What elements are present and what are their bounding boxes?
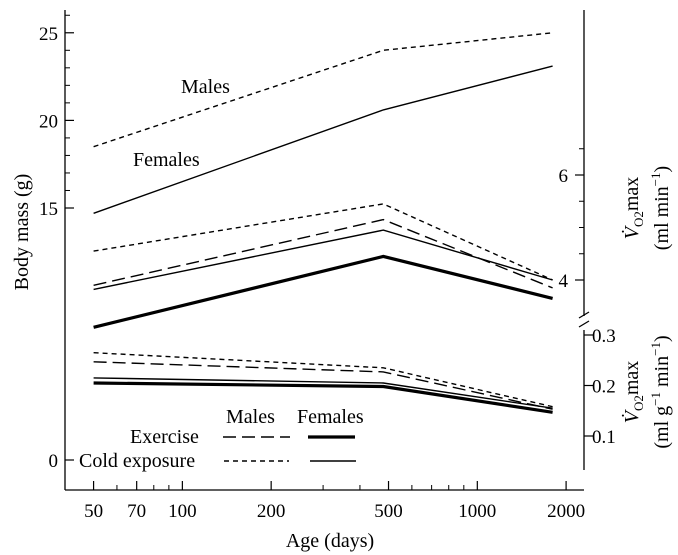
y-right-lower-title-v: V̇ [620,408,643,423]
series-body-mass-males-cold-exposure [93,32,553,148]
x-tick-label-1000: 1000 [458,501,496,522]
y-right-upper-units-sup: −1 [648,172,663,186]
series-vo2max-whole-females-exercise [93,254,553,329]
y-right-lower-units-sup: −1 [648,392,663,406]
y-left-tick-label-0: 0 [49,451,59,472]
y-left-tick-label-15: 15 [39,199,58,220]
annotation-males: Males [181,76,230,98]
y-right-lower-title-max: max [621,361,643,395]
y-left-axis-title: Body mass (g) [11,174,33,291]
y-right-lower-tick-label-0.1: 0.1 [592,427,616,448]
y-left-tick-label-20: 20 [39,111,58,132]
series-vo2max-whole-males-exercise [93,218,553,289]
x-tick-label-70: 70 [127,501,146,522]
y-right-lower-tick-label-0.2: 0.2 [592,377,616,398]
legend: Males Females Exercise Cold exposure [79,406,364,472]
x-tick-label-200: 200 [257,501,286,522]
y-right-lower-tick-label-0.3: 0.3 [592,326,616,347]
x-tick-label-50: 50 [84,501,103,522]
x-tick-label-2000: 2000 [547,501,585,522]
y-right-lower-units: (ml g−1 min−1) [648,335,673,448]
y-right-upper-units-close: ) [651,166,673,173]
x-tick-label-500: 500 [374,501,403,522]
x-axis-title: Age (days) [286,530,374,552]
series-vo2max-whole-females-cold-exposure [93,229,553,291]
y-right-lower-units-main: (ml g [651,406,673,449]
y-right-axis: 4 6 0.1 0.2 0.3 [559,148,616,448]
y-right-upper-title-v: V̇ [620,224,643,239]
legend-header-males: Males [226,406,275,428]
y-right-upper-title-max: max [621,177,643,211]
series-body-mass-females-cold-exposure [93,65,553,214]
right-axis-break-mark-1 [578,311,590,319]
series-vo2max-mass-males-cold-exposure [93,352,553,408]
legend-label-cold-exposure: Cold exposure [79,450,195,472]
series-vo2max-mass-females-exercise [93,381,553,414]
y-right-lower-units-close: ) [651,335,673,342]
x-tick-label-100: 100 [168,501,197,522]
y-right-upper-units-main: (ml min [651,186,673,250]
x-axis-title-group: Age (days) [286,530,374,552]
legend-label-exercise: Exercise [130,426,199,448]
y-right-upper-tick-label-4: 4 [559,271,569,292]
y-left-title: Body mass (g) [11,174,33,291]
series-vo2max-mass-males-exercise [93,361,553,410]
x-axis: 50 70 100 200 500 1000 2000 [84,481,585,522]
annotation-females: Females [133,149,200,171]
y-left-axis: 0 15 20 25 [39,14,74,472]
series-vo2max-mass-females-cold-exposure [93,377,553,409]
y-right-lower-units-mid: min [651,356,673,392]
y-right-lower-axis-title: V̇O2max [620,361,646,424]
y-right-lower-units-sup2: −1 [648,342,663,356]
y-right-lower-title: V̇O2max (ml g−1 min−1) [620,335,673,448]
y-right-upper-title-sub: O2 [631,211,646,227]
y-right-upper-axis-title: V̇O2max [620,177,646,240]
legend-header-females: Females [297,406,364,428]
y-right-upper-tick-label-6: 6 [559,166,569,187]
right-axis-break-mark-2 [578,320,590,328]
y-right-lower-title-sub: O2 [631,395,646,411]
y-right-upper-units: (ml min−1) [648,166,673,250]
series-vo2max-whole-males-cold-exposure [93,203,553,281]
y-right-upper-title: V̇O2max (ml min−1) [620,166,673,250]
y-left-tick-label-25: 25 [39,24,58,45]
annotations: Males Females [133,76,230,171]
series-layer [93,32,553,414]
plot-frame [64,10,590,491]
